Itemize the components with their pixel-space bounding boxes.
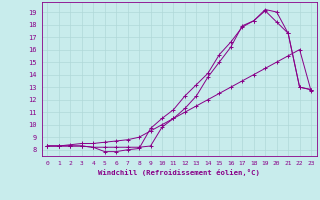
X-axis label: Windchill (Refroidissement éolien,°C): Windchill (Refroidissement éolien,°C) [98, 169, 260, 176]
